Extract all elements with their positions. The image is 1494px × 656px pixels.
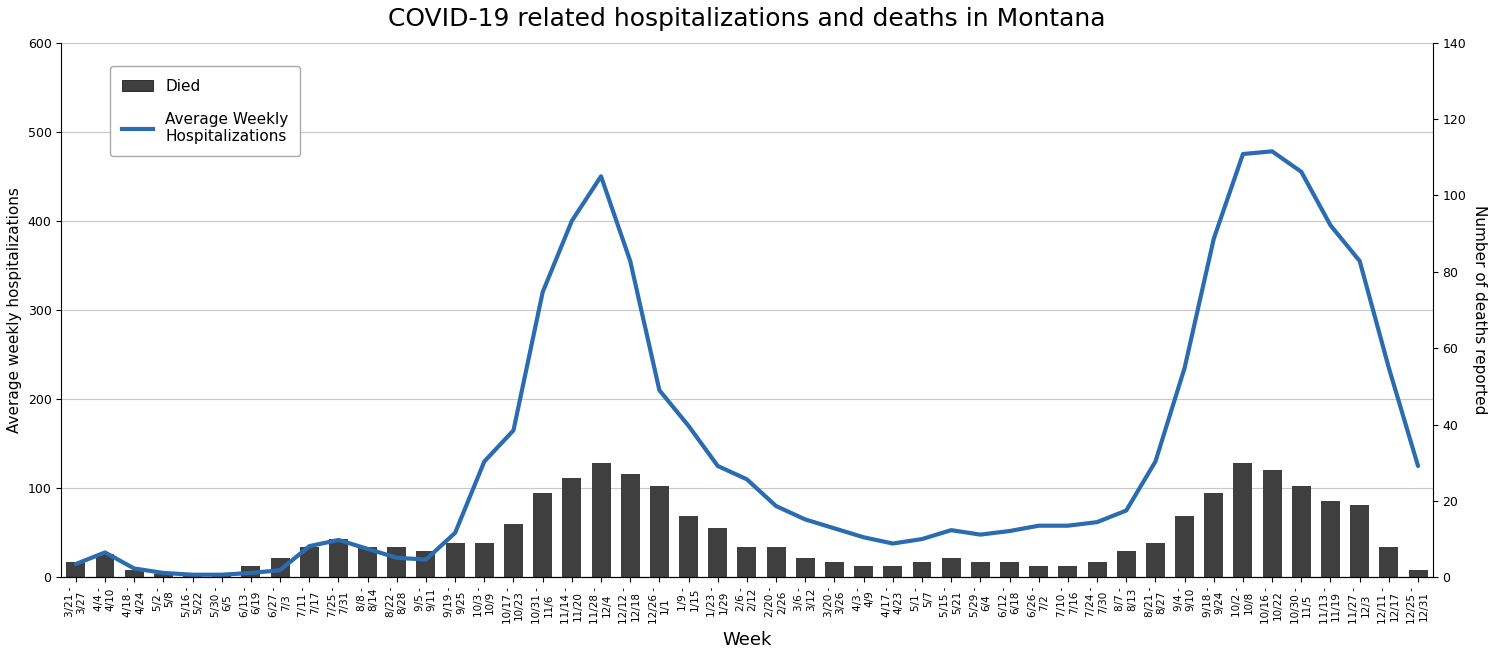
Bar bbox=[1321, 501, 1340, 577]
Bar bbox=[417, 550, 435, 577]
Bar bbox=[941, 558, 961, 577]
Bar bbox=[1116, 550, 1135, 577]
Bar bbox=[562, 478, 581, 577]
Bar bbox=[475, 543, 495, 577]
Bar bbox=[96, 554, 115, 577]
Bar bbox=[533, 493, 553, 577]
Bar bbox=[796, 558, 814, 577]
Bar bbox=[913, 562, 931, 577]
X-axis label: Week: Week bbox=[722, 631, 771, 649]
Bar bbox=[1146, 543, 1165, 577]
Bar bbox=[1379, 547, 1398, 577]
Bar bbox=[1409, 570, 1428, 577]
Bar bbox=[212, 573, 232, 577]
Bar bbox=[1088, 562, 1107, 577]
Bar bbox=[680, 516, 698, 577]
Bar bbox=[1234, 462, 1252, 577]
Bar bbox=[766, 547, 786, 577]
Bar bbox=[184, 573, 202, 577]
Bar bbox=[300, 547, 318, 577]
Y-axis label: Average weekly hospitalizations: Average weekly hospitalizations bbox=[7, 187, 22, 433]
Bar bbox=[124, 570, 143, 577]
Bar bbox=[650, 485, 669, 577]
Bar bbox=[592, 462, 611, 577]
Bar bbox=[1204, 493, 1224, 577]
Bar bbox=[154, 573, 173, 577]
Legend: Died, Average Weekly
Hospitalizations: Died, Average Weekly Hospitalizations bbox=[111, 66, 300, 157]
Bar bbox=[1292, 485, 1310, 577]
Bar bbox=[66, 562, 85, 577]
Title: COVID-19 related hospitalizations and deaths in Montana: COVID-19 related hospitalizations and de… bbox=[388, 7, 1106, 31]
Bar bbox=[329, 539, 348, 577]
Bar bbox=[270, 558, 290, 577]
Bar bbox=[1176, 516, 1194, 577]
Bar bbox=[738, 547, 756, 577]
Bar bbox=[708, 527, 728, 577]
Bar bbox=[883, 566, 902, 577]
Bar bbox=[620, 474, 639, 577]
Bar bbox=[503, 524, 523, 577]
Bar bbox=[387, 547, 406, 577]
Bar bbox=[1058, 566, 1077, 577]
Bar bbox=[445, 543, 465, 577]
Bar bbox=[825, 562, 844, 577]
Bar bbox=[242, 566, 260, 577]
Bar bbox=[855, 566, 872, 577]
Bar bbox=[971, 562, 991, 577]
Y-axis label: Number of deaths reported: Number of deaths reported bbox=[1472, 205, 1487, 415]
Bar bbox=[1262, 470, 1282, 577]
Bar bbox=[359, 547, 376, 577]
Bar bbox=[1351, 505, 1369, 577]
Bar bbox=[1029, 566, 1049, 577]
Bar bbox=[999, 562, 1019, 577]
